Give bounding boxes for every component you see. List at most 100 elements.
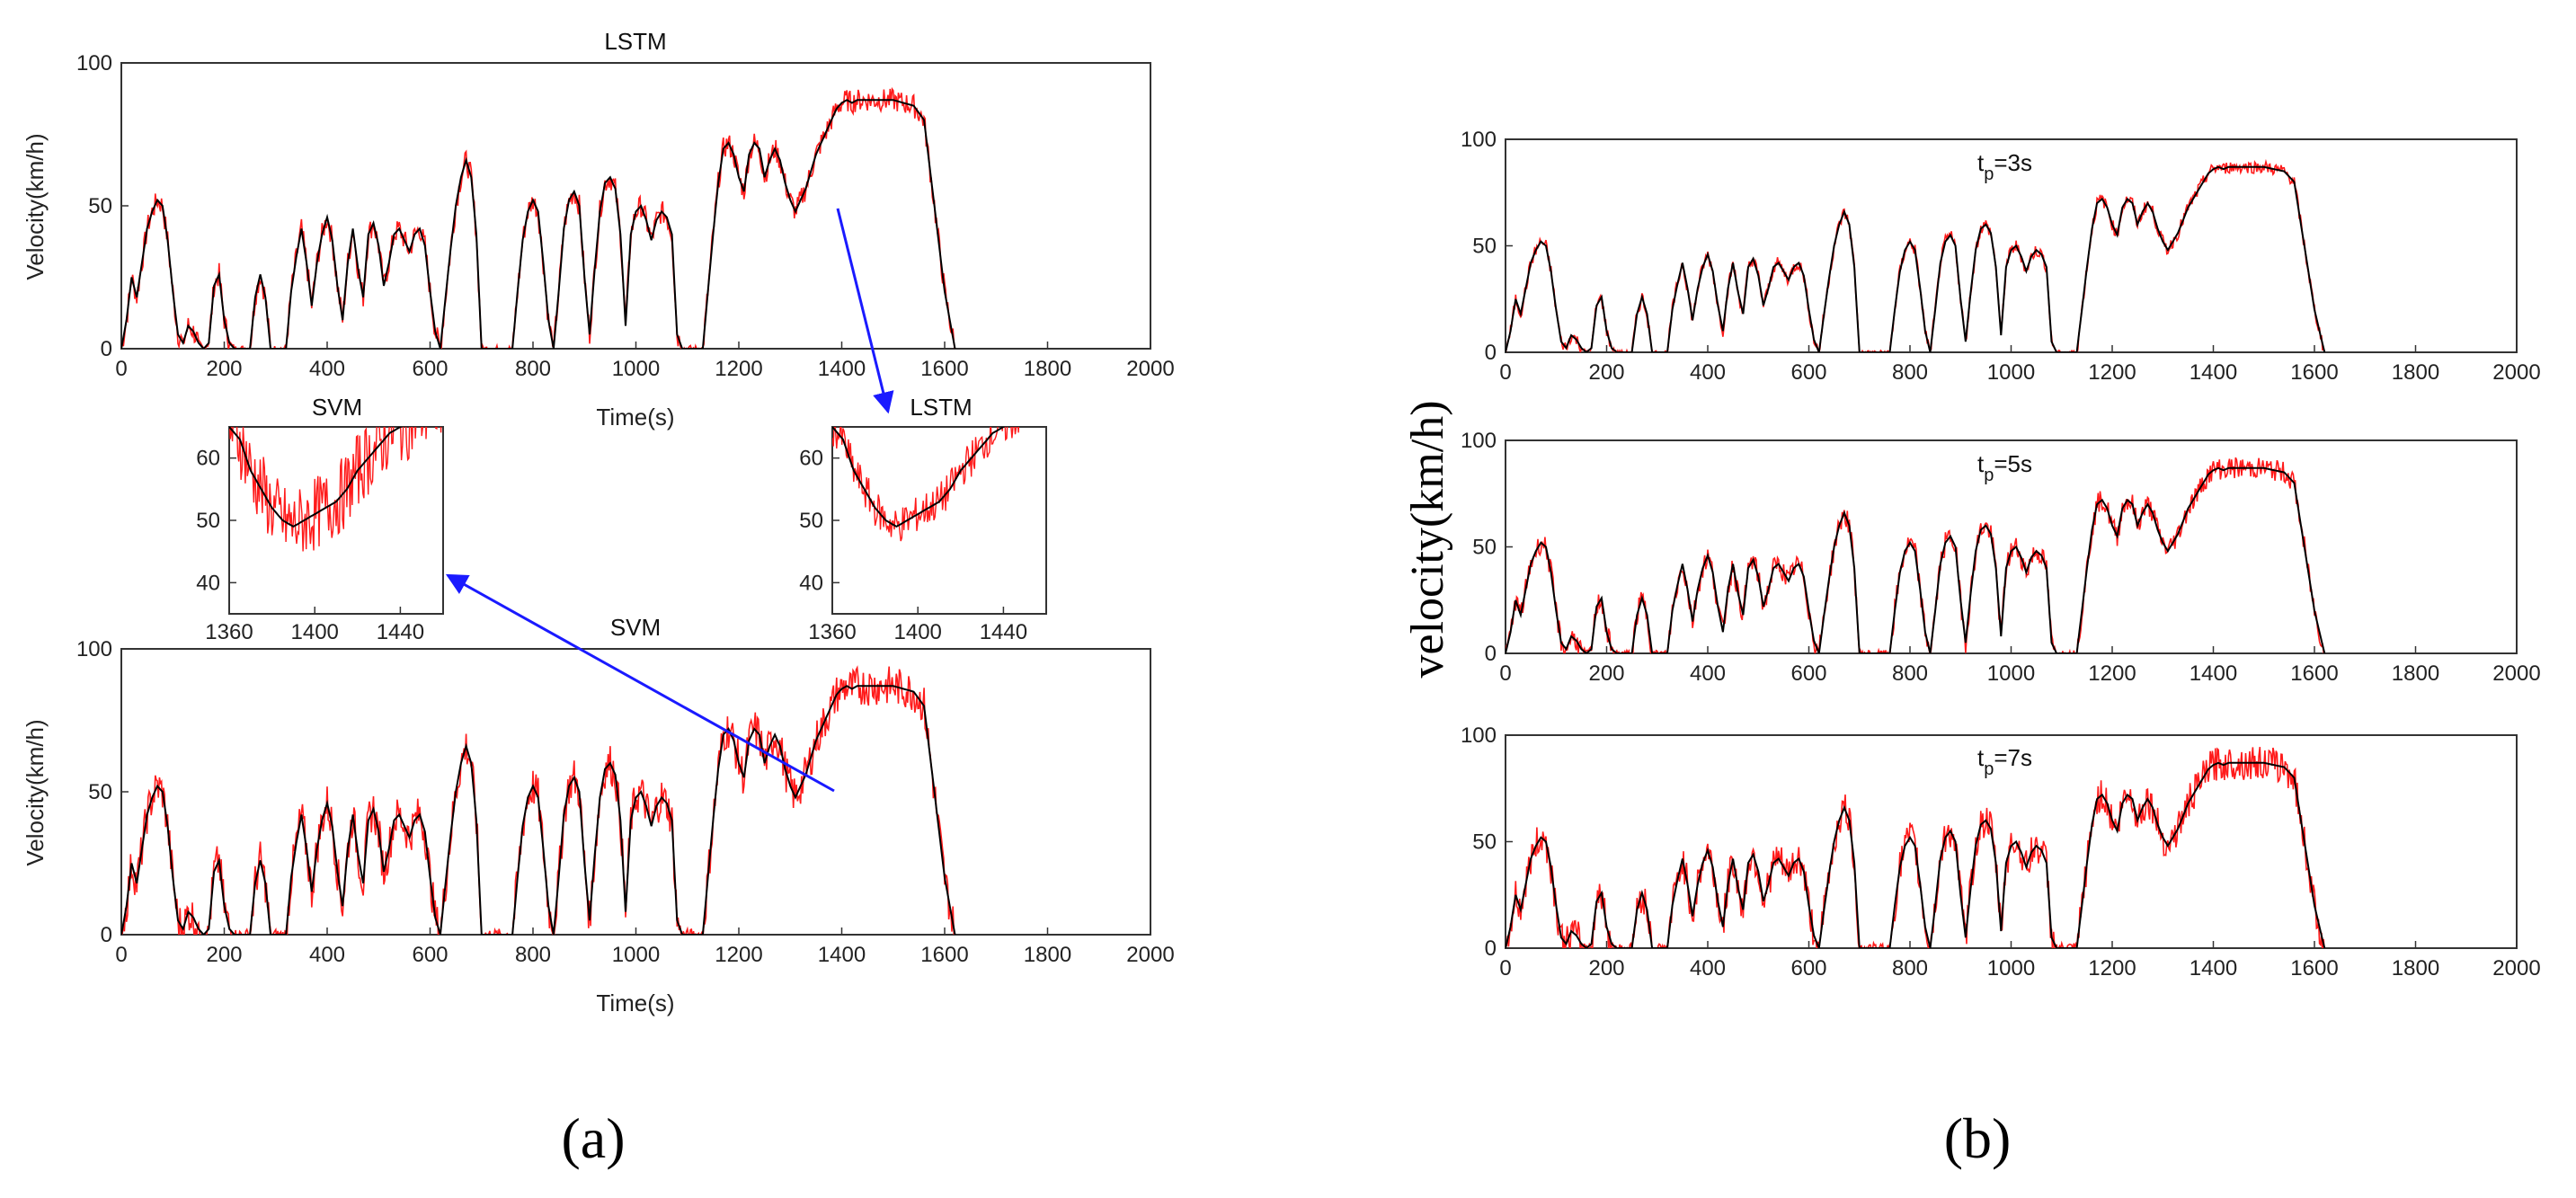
tp5-x-tick-label: 1200 <box>2088 661 2136 686</box>
lstm-zoom-arrow <box>836 208 894 414</box>
svm-y-tick-label: 50 <box>88 780 112 804</box>
svm-zoom-arrow <box>445 573 835 793</box>
tp5-y-tick-label: 100 <box>1461 429 1497 453</box>
tp5-x-tick-label: 800 <box>1892 661 1928 686</box>
tp5-x-tick-label: 1600 <box>2290 661 2338 686</box>
svm-x-tick-label: 1000 <box>612 943 660 967</box>
svm-chart: SVM Velocity(km/h) Time(s) 0 200 400 600 800… <box>22 614 1175 1016</box>
svm-x-tick-label: 1600 <box>920 943 968 967</box>
zoom_svm-x-tick-label: 1440 <box>377 620 424 644</box>
tp7-x-tick-label: 1600 <box>2290 956 2338 981</box>
tp7-x-tick-label: 400 <box>1690 956 1726 981</box>
lstm-x-tick-label: 1200 <box>715 357 762 381</box>
tp5-x-tick-label: 2000 <box>2492 661 2540 686</box>
zoom_svm-x-tick-label: 1360 <box>205 620 253 644</box>
tp7-x-tick-label: 1400 <box>2190 956 2237 981</box>
svm-y-tick-label: 0 <box>101 923 112 947</box>
tp7-x-tick-label: 1000 <box>1987 956 2035 981</box>
lstm-y-axis-label: Velocity(km/h) <box>22 133 49 280</box>
panel-label-b: (b) <box>1944 1106 2012 1170</box>
svm-actual-series <box>121 685 956 935</box>
tp7-y-tick-label: 50 <box>1472 830 1497 855</box>
tp3-x-tick-label: 1600 <box>2290 360 2338 385</box>
lstm-x-tick-label: 2000 <box>1126 357 1174 381</box>
tp3-actual-series <box>1506 165 2326 352</box>
tp7-chart: tp=7s 0 200 400 600 800 1000 1200 1400 1600 1800 2… <box>1461 723 2541 981</box>
tp3-x-tick-label: 200 <box>1588 360 1624 385</box>
tp3-chart: tp=3s 0 200 400 600 800 1000 1200 1400 1600 1800 2… <box>1461 128 2541 385</box>
tp3-x-tick-label: 1400 <box>2190 360 2237 385</box>
svm-y-axis-label: Velocity(km/h) <box>22 719 49 865</box>
panel-label-a: (a) <box>561 1106 625 1170</box>
tp7-y-tick-label: 100 <box>1461 723 1497 748</box>
svm-chart-title: SVM <box>610 614 661 641</box>
tp7-x-tick-label: 1800 <box>2392 956 2439 981</box>
tp3-y-tick-label: 0 <box>1485 341 1497 365</box>
lstm-y-tick-label: 0 <box>101 337 112 361</box>
zoom_svm-y-tick-label: 50 <box>196 509 220 533</box>
lstm-zoom-inset: LSTM 1360 1400 1440 40 50 60 <box>799 394 1047 644</box>
svm-x-tick-label: 1800 <box>1024 943 1071 967</box>
lstm-zoom-frame <box>831 426 1047 615</box>
tp7-x-tick-label: 0 <box>1499 956 1511 981</box>
tp7-x-tick-label: 2000 <box>2492 956 2540 981</box>
tp5-actual-series <box>1506 466 2326 653</box>
lstm-x-tick-label: 600 <box>412 357 448 381</box>
lstm-plot-frame <box>120 62 1151 350</box>
zoom_lstm-predicted-series <box>832 427 1020 542</box>
svm-predicted-series <box>121 665 955 935</box>
tp7-actual-series <box>1506 761 2326 948</box>
tp3-x-tick-label: 0 <box>1499 360 1511 385</box>
lstm-x-tick-label: 1000 <box>612 357 660 381</box>
tp7-y-tick-label: 0 <box>1485 936 1497 961</box>
tp7-x-tick-label: 600 <box>1790 956 1826 981</box>
lstm-zoom-title: LSTM <box>910 394 972 421</box>
tp3-x-tick-label: 600 <box>1790 360 1826 385</box>
zoom_svm-y-tick-label: 60 <box>196 447 220 471</box>
lstm-actual-series <box>121 99 956 349</box>
tp5-x-tick-label: 1400 <box>2190 661 2237 686</box>
lstm-x-tick-label: 0 <box>115 357 127 381</box>
lstm-x-axis-label: Time(s) <box>596 404 674 430</box>
shared-velocity-label: velocity(km/h) <box>1402 400 1453 678</box>
tp5-x-tick-label: 0 <box>1499 661 1511 686</box>
zoom_lstm-actual-series <box>832 427 1006 528</box>
svm-x-axis-label: Time(s) <box>596 989 674 1016</box>
tp3-x-tick-label: 400 <box>1690 360 1726 385</box>
tp5-y-tick-label: 0 <box>1485 642 1497 666</box>
lstm-x-tick-label: 200 <box>206 357 242 381</box>
zoom_svm-y-tick-label: 40 <box>196 571 220 595</box>
zoom_lstm-x-tick-label: 1440 <box>980 620 1027 644</box>
lstm-x-tick-label: 800 <box>515 357 551 381</box>
zoom_lstm-y-tick-label: 60 <box>799 447 823 471</box>
zoom_lstm-y-tick-label: 50 <box>799 509 823 533</box>
svm-x-tick-label: 400 <box>309 943 345 967</box>
svm-x-tick-label: 600 <box>412 943 448 967</box>
lstm-y-tick-label: 50 <box>88 194 112 218</box>
tp7-x-tick-label: 800 <box>1892 956 1928 981</box>
tp3-x-tick-label: 1800 <box>2392 360 2439 385</box>
tp3-y-tick-label: 50 <box>1472 235 1497 259</box>
tp7-x-tick-label: 200 <box>1588 956 1624 981</box>
zoom_svm-actual-series <box>229 427 403 528</box>
lstm-x-tick-label: 1600 <box>920 357 968 381</box>
tp3-y-tick-label: 100 <box>1461 128 1497 152</box>
svm-x-tick-label: 200 <box>206 943 242 967</box>
tp5-x-tick-label: 400 <box>1690 661 1726 686</box>
tp5-chart: tp=5s 0 200 400 600 800 1000 1200 1400 1600 1800 2… <box>1461 429 2541 686</box>
lstm-chart-title: LSTM <box>604 28 666 55</box>
tp5-x-tick-label: 1000 <box>1987 661 2035 686</box>
svm-x-tick-label: 0 <box>115 943 127 967</box>
svm-zoom-inset: SVM 1360 1400 1440 40 50 60 <box>196 394 444 644</box>
lstm-chart: LSTM Velocity(km/h) Time(s) 0 200 400 600 80… <box>22 28 1175 430</box>
tp7-predicted-series <box>1506 747 2325 948</box>
svm-x-tick-label: 1200 <box>715 943 762 967</box>
svm-x-tick-label: 2000 <box>1126 943 1174 967</box>
svm-y-tick-label: 100 <box>76 637 112 661</box>
tp3-x-tick-label: 1000 <box>1987 360 2035 385</box>
svm-x-tick-label: 1400 <box>818 943 866 967</box>
tp5-x-tick-label: 600 <box>1790 661 1826 686</box>
tp5-y-tick-label: 50 <box>1472 536 1497 560</box>
lstm-x-tick-label: 400 <box>309 357 345 381</box>
